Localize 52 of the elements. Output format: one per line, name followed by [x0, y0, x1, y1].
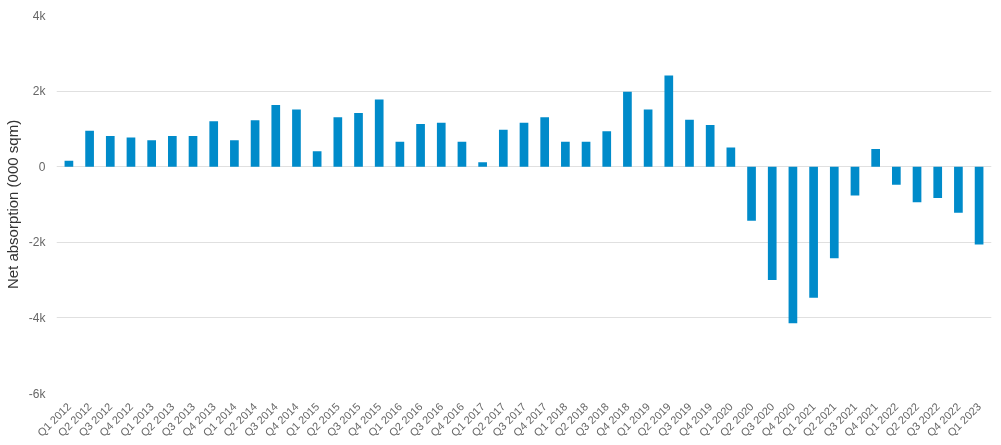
bar	[416, 123, 425, 167]
y-tick-label: -2k	[28, 235, 47, 250]
bar	[105, 136, 115, 167]
bar	[912, 166, 922, 203]
bar	[788, 166, 798, 324]
bar	[498, 129, 508, 167]
bar	[312, 151, 322, 167]
bar	[147, 140, 156, 167]
y-tick-label: -6k	[28, 386, 47, 401]
bar	[230, 140, 239, 167]
bar	[478, 162, 487, 167]
bar	[685, 119, 694, 167]
y-axis-title: Net absorption (000 sqm)	[3, 119, 21, 290]
bar	[374, 99, 384, 167]
bar	[436, 122, 446, 167]
bar	[933, 166, 943, 199]
bar	[271, 105, 281, 167]
bar	[292, 109, 301, 167]
bar	[623, 91, 632, 167]
bar	[809, 166, 818, 298]
bar	[395, 141, 405, 167]
bar	[747, 166, 756, 221]
bar	[892, 166, 901, 185]
bar	[664, 75, 674, 167]
bar	[354, 113, 363, 167]
bar	[519, 122, 529, 167]
bar	[250, 120, 260, 167]
bar	[767, 166, 777, 281]
y-tick-label: -4k	[28, 310, 47, 325]
bar	[333, 117, 343, 167]
bar	[85, 130, 94, 167]
bar	[188, 136, 198, 167]
bar	[705, 125, 715, 167]
bar	[168, 136, 177, 167]
bar	[209, 121, 219, 167]
bar	[457, 141, 467, 167]
bar	[126, 137, 136, 167]
bar	[974, 166, 984, 245]
bar	[850, 166, 860, 196]
bar	[829, 166, 839, 259]
bar	[581, 141, 591, 167]
bar	[602, 131, 612, 167]
bar	[540, 117, 550, 167]
y-tick-label: 0	[38, 159, 46, 174]
bar	[64, 160, 74, 167]
bar	[954, 166, 963, 213]
y-tick-label: 2k	[32, 84, 47, 99]
bar	[871, 148, 880, 167]
y-tick-label: 4k	[32, 8, 47, 23]
bar	[726, 147, 736, 167]
bar	[643, 109, 653, 167]
bar	[561, 141, 570, 167]
